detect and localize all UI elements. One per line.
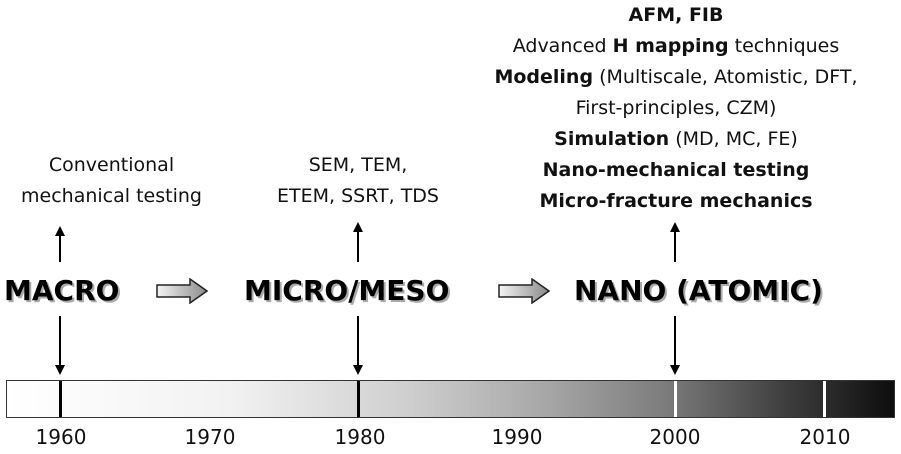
nano-method-modeling-cont: First-principles, CZM) — [575, 97, 777, 119]
text-fragment-bold: Modeling — [494, 66, 594, 88]
nano-methods: AFM, FIB Advanced H mapping techniques M… — [462, 0, 890, 217]
text-fragment-bold: Simulation — [554, 128, 670, 150]
year-label: 2000 — [649, 425, 701, 449]
micro-up-arrow-line — [357, 230, 359, 262]
text-fragment: Advanced — [512, 35, 613, 57]
micro-method-line: ETEM, SSRT, TDS — [276, 185, 439, 207]
macro-up-arrow-line — [59, 234, 61, 262]
tick-1980 — [357, 381, 360, 417]
year-label: 1990 — [491, 425, 543, 449]
nano-down-arrowhead — [670, 365, 680, 375]
text-fragment: techniques — [728, 35, 840, 57]
text-fragment-bold: H mapping — [612, 35, 729, 57]
timeline-gradient-bar — [6, 380, 895, 418]
tick-2010 — [823, 381, 826, 417]
text-fragment: (Multiscale, Atomistic, DFT, — [593, 66, 858, 88]
year-label: 1970 — [184, 425, 236, 449]
tick-1960 — [59, 381, 62, 417]
macro-methods: Conventional mechanical testing — [4, 150, 219, 212]
macro-down-arrow-line — [59, 316, 61, 368]
micro-methods: SEM, TEM, ETEM, SSRT, TDS — [258, 150, 458, 212]
nano-up-arrow-line — [674, 230, 676, 262]
stage-micro-meso: MICRO/MESO — [244, 274, 450, 307]
micro-down-arrowhead — [353, 365, 363, 375]
nano-down-arrow-line — [674, 316, 676, 368]
nano-method-h-mapping: Advanced H mapping techniques — [462, 31, 890, 62]
nano-method-nano-mechanical: Nano-mechanical testing — [542, 159, 810, 181]
macro-up-arrowhead — [55, 226, 65, 236]
micro-method-line: SEM, TEM, — [308, 154, 408, 176]
progression-arrow-2 — [498, 278, 550, 304]
text-fragment: (MD, MC, FE) — [669, 128, 798, 150]
year-label: 2010 — [799, 425, 851, 449]
year-label: 1960 — [35, 425, 87, 449]
stage-nano: NANO (ATOMIC) — [574, 274, 823, 307]
nano-method-micro-fracture: Micro-fracture mechanics — [539, 190, 813, 212]
macro-method-line: Conventional — [48, 154, 175, 176]
micro-down-arrow-line — [357, 316, 359, 368]
tick-2000 — [674, 381, 677, 417]
nano-up-arrowhead — [670, 222, 680, 232]
stage-macro: MACRO — [4, 274, 120, 307]
progression-arrow-1 — [156, 278, 208, 304]
micro-up-arrowhead — [353, 222, 363, 232]
macro-method-line: mechanical testing — [21, 185, 202, 207]
nano-method-afm-fib: AFM, FIB — [628, 4, 724, 26]
year-label: 1980 — [334, 425, 386, 449]
nano-method-modeling: Modeling (Multiscale, Atomistic, DFT, — [462, 62, 890, 93]
nano-method-simulation: Simulation (MD, MC, FE) — [462, 124, 890, 155]
macro-down-arrowhead — [55, 365, 65, 375]
